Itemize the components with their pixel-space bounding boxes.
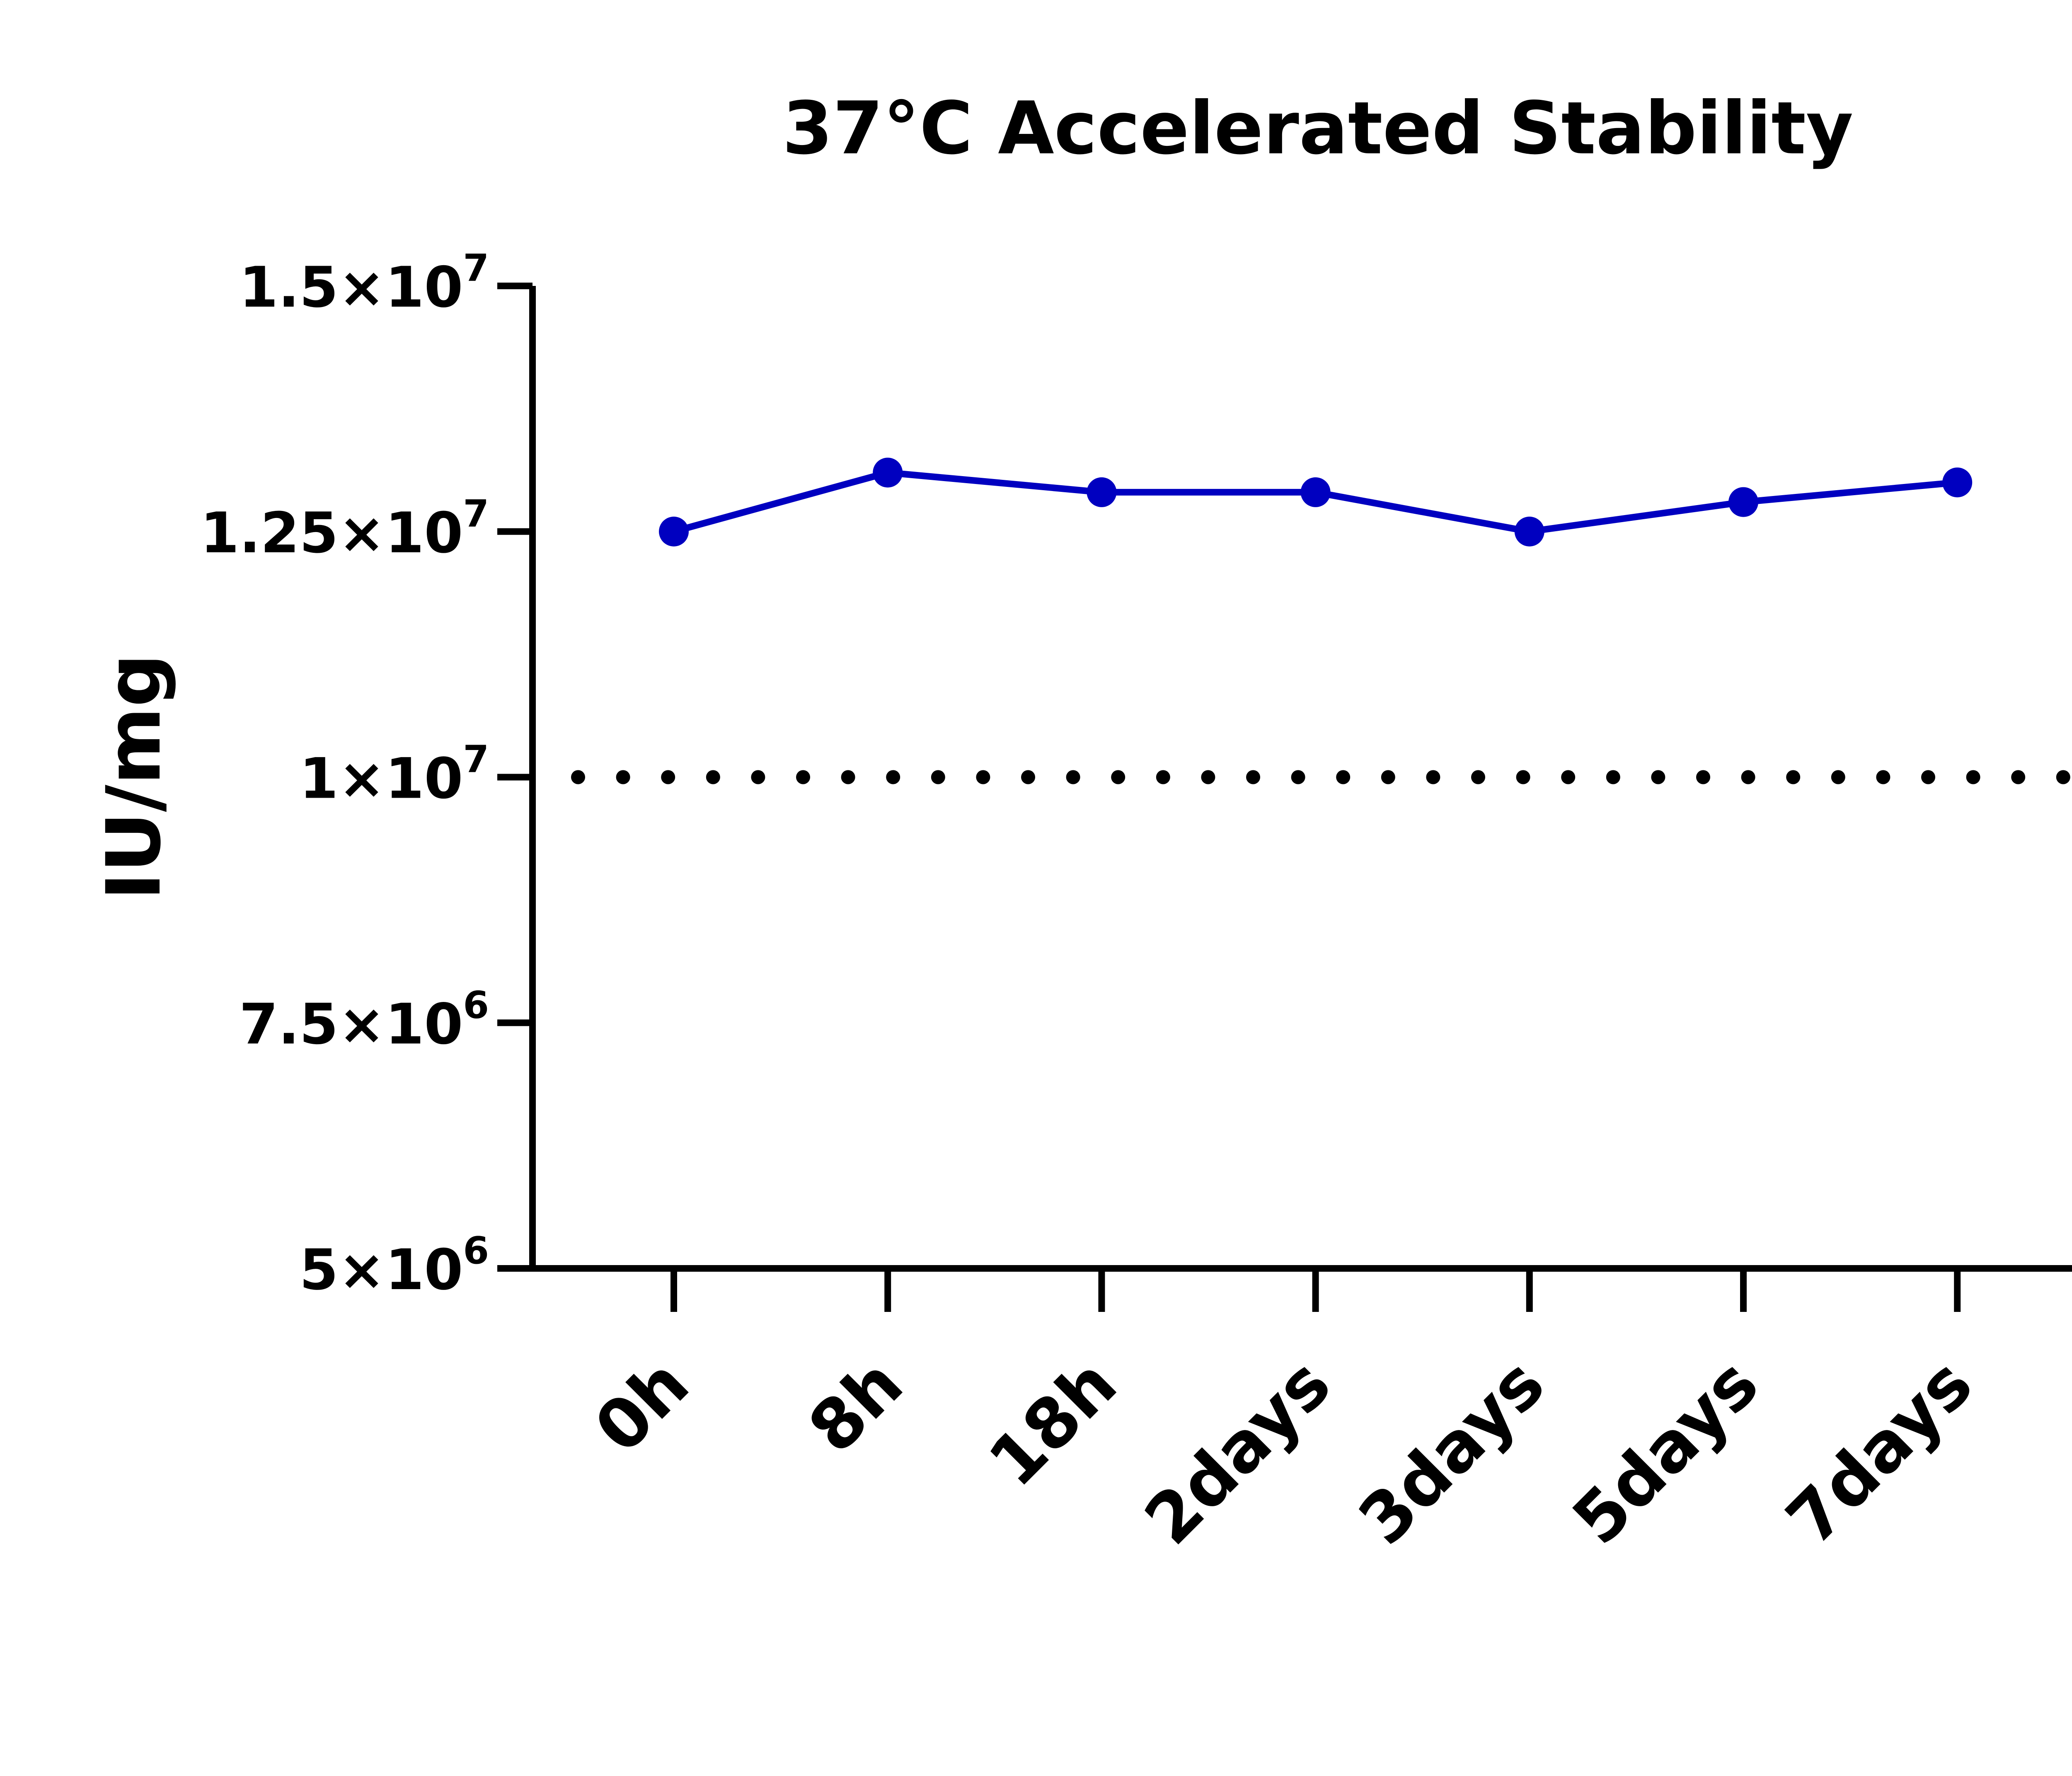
y-tick-label: 5×106: [299, 1229, 489, 1302]
data-point: [1300, 477, 1331, 507]
data-point: [873, 457, 903, 488]
y-tick-label: 7.5×106: [239, 983, 489, 1057]
x-tick-label: 18h: [974, 1344, 1132, 1502]
x-tick-label: 2days: [1130, 1344, 1346, 1560]
series-group: [659, 457, 1973, 547]
data-point: [1728, 487, 1758, 517]
y-tick-label: 1×107: [299, 738, 489, 811]
data-point: [1514, 516, 1544, 547]
data-point: [1942, 467, 1973, 498]
x-tick-label: 7days: [1772, 1344, 1987, 1560]
x-tick-label: 0h: [580, 1344, 704, 1468]
x-tick-label: 5days: [1557, 1344, 1773, 1560]
x-tick-label: 3days: [1343, 1344, 1559, 1560]
chart-title: 37°C Accelerated Stability: [782, 87, 1853, 171]
data-point: [659, 516, 689, 547]
data-point: [1087, 477, 1117, 507]
y-tick-label: 1.5×107: [239, 247, 489, 320]
y-ticks-group: 5×106 7.5×106 1×107 1.25×107 1.5×107: [200, 247, 533, 1302]
y-axis-label: IU/mg: [91, 653, 177, 900]
y-tick-label: 1.25×107: [200, 492, 489, 566]
x-tick-label: 8h: [794, 1344, 918, 1468]
